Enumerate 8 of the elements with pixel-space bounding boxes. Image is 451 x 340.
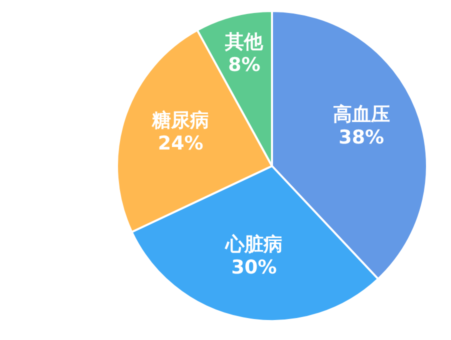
data-label: 24% [158,132,204,154]
slice-label: 高血压 [332,104,390,126]
data-label: 8% [228,54,260,76]
slice-label: 其他 [224,30,264,53]
slice-label: 心脏病 [224,233,282,256]
slice-label: 糖尿病 [151,109,210,132]
data-label: 30% [231,256,277,278]
data-label: 38% [338,126,384,149]
